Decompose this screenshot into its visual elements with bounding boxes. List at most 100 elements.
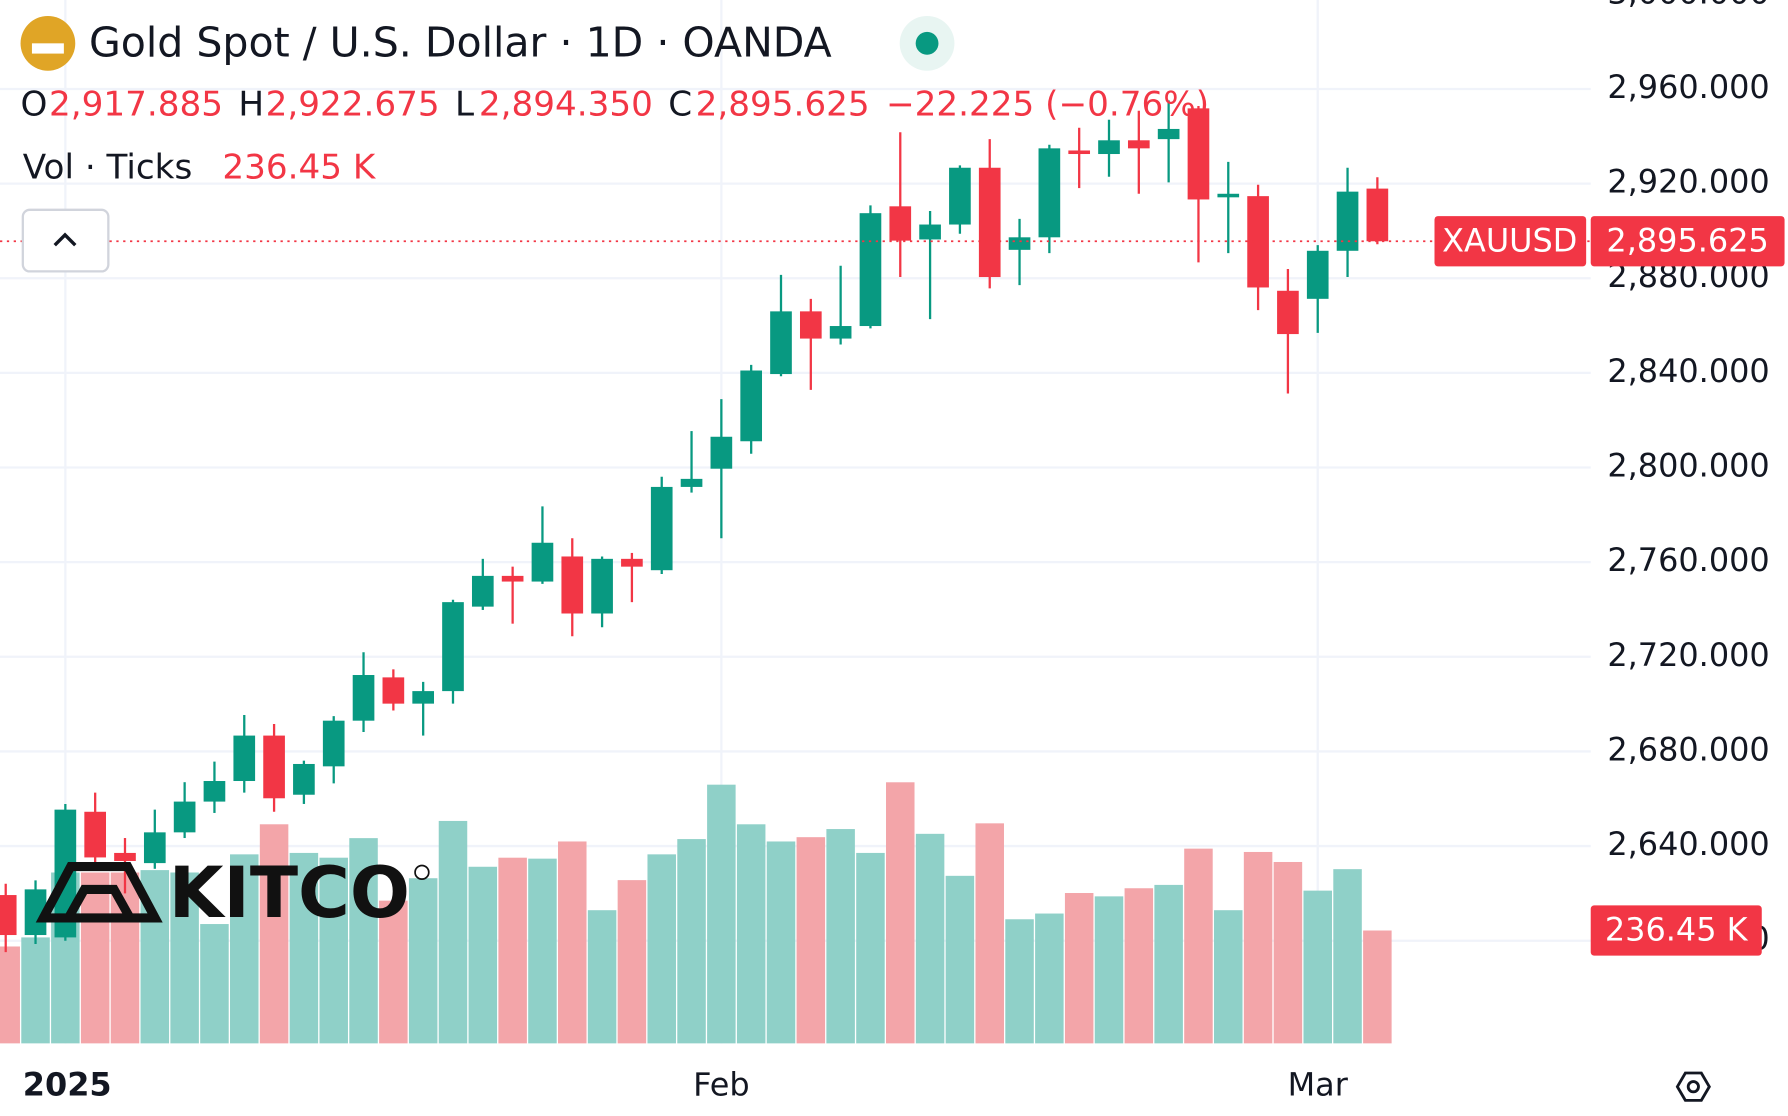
symbol-tag-label: XAUUSD xyxy=(1442,221,1577,259)
price-tags: XAUUSD 2,895.625 236.45 K xyxy=(1434,216,1785,956)
volume-bar xyxy=(230,854,259,1044)
volume-bar xyxy=(677,839,706,1044)
y-tick-label: 2,720.000 xyxy=(1607,636,1769,674)
volume-value: 236.45 K xyxy=(222,147,376,187)
candle-body xyxy=(561,556,584,614)
candle-body xyxy=(1127,140,1150,149)
y-tick-label: 2,960.000 xyxy=(1607,68,1769,106)
volume-bar xyxy=(80,872,110,1044)
y-tick-label: 2,680.000 xyxy=(1607,730,1769,768)
candle-body xyxy=(0,895,17,936)
symbol-title: Gold Spot / U.S. Dollar · 1D · OANDA xyxy=(89,19,832,67)
volume-bar xyxy=(915,833,945,1044)
volume-bar xyxy=(975,823,1004,1044)
candle-body xyxy=(114,852,136,861)
volume-bar xyxy=(1005,919,1034,1044)
settings-button[interactable] xyxy=(1675,1071,1711,1102)
candle-body xyxy=(770,311,792,375)
price-tag-label: 2,895.625 xyxy=(1606,221,1768,259)
volume-bar xyxy=(1064,893,1094,1044)
volume-bar xyxy=(1214,910,1243,1044)
volume-bar xyxy=(945,875,975,1044)
x-tick-label: Feb xyxy=(693,1066,750,1104)
candle-body xyxy=(263,735,285,799)
candle-body xyxy=(1157,128,1180,140)
y-tick-label: 2,640.000 xyxy=(1607,825,1769,863)
volume-bar xyxy=(1035,913,1064,1044)
settings-icon-center xyxy=(1686,1080,1700,1094)
logo-registered xyxy=(414,864,430,881)
volume-bar xyxy=(408,878,438,1044)
candle-body xyxy=(1068,150,1091,155)
y-tick-label: 2,840.000 xyxy=(1607,352,1769,390)
volume-bar xyxy=(170,872,199,1044)
candle-body xyxy=(710,436,733,469)
close-value: 2,895.625 xyxy=(696,85,870,125)
y-tick-label: 2,920.000 xyxy=(1607,163,1769,201)
price-pane xyxy=(0,100,1591,953)
collapse-button[interactable] xyxy=(21,208,110,273)
volume-bar xyxy=(1363,930,1392,1044)
close-label: C xyxy=(668,85,692,125)
candle-body xyxy=(143,832,166,864)
volume-bar xyxy=(528,858,557,1044)
candle-body xyxy=(322,720,345,767)
candle-body xyxy=(352,675,375,721)
candle-body xyxy=(382,677,405,704)
volume-bar xyxy=(1094,896,1124,1044)
volume-bar xyxy=(498,857,527,1044)
low-value: 2,894.350 xyxy=(479,85,653,125)
candle-body xyxy=(949,167,971,225)
candle-body xyxy=(1247,196,1269,288)
volume-bar xyxy=(707,784,736,1044)
volume-bar xyxy=(826,829,855,1044)
candle-body xyxy=(501,575,524,582)
volume-bar xyxy=(1333,869,1362,1044)
volume-bar xyxy=(766,841,796,1044)
volume-bar xyxy=(736,824,766,1044)
volume-bar xyxy=(587,910,617,1044)
price-tag xyxy=(1590,216,1785,267)
logo-icon xyxy=(35,862,163,923)
volume-bar xyxy=(617,880,647,1044)
x-tick-label: Mar xyxy=(1288,1066,1349,1104)
volume-bar xyxy=(856,852,885,1044)
candle-body xyxy=(1217,193,1240,198)
status-dot xyxy=(915,31,939,55)
volume-bar xyxy=(21,937,50,1044)
volume-bar xyxy=(558,841,587,1044)
change-value: −22.225 (−0.76%) xyxy=(886,85,1209,125)
candle-body xyxy=(1187,108,1210,200)
candle-body xyxy=(84,811,107,858)
candle-body xyxy=(1306,250,1329,299)
candle-body xyxy=(1098,140,1120,155)
gold-icon-bar xyxy=(31,43,64,54)
volume-bar xyxy=(259,824,289,1044)
volume-bar xyxy=(1184,848,1213,1044)
candle-body xyxy=(829,326,852,339)
volume-tag-label: 236.45 K xyxy=(1605,911,1749,949)
candle-body xyxy=(978,167,1001,278)
high-value: 2,922.675 xyxy=(266,85,440,125)
volume-bar xyxy=(647,854,676,1044)
candle-body xyxy=(621,558,643,567)
volume-bar xyxy=(289,852,319,1044)
candle-body xyxy=(740,370,763,442)
volume-bar xyxy=(200,924,229,1044)
candle-body xyxy=(591,558,613,614)
candle-body xyxy=(471,575,494,607)
candle-body xyxy=(799,311,822,339)
volume-bar xyxy=(796,837,826,1044)
volume-bar xyxy=(0,946,20,1044)
low-label: L xyxy=(455,85,474,125)
candle-body xyxy=(442,602,464,692)
open-value: 2,917.885 xyxy=(49,85,223,125)
candle-body xyxy=(531,542,554,582)
volume-bar xyxy=(1273,861,1303,1044)
candle-body xyxy=(293,763,315,795)
candle-body xyxy=(173,801,196,833)
candle-body xyxy=(859,213,882,327)
volume-bar xyxy=(468,866,498,1044)
candle-body xyxy=(233,735,256,782)
